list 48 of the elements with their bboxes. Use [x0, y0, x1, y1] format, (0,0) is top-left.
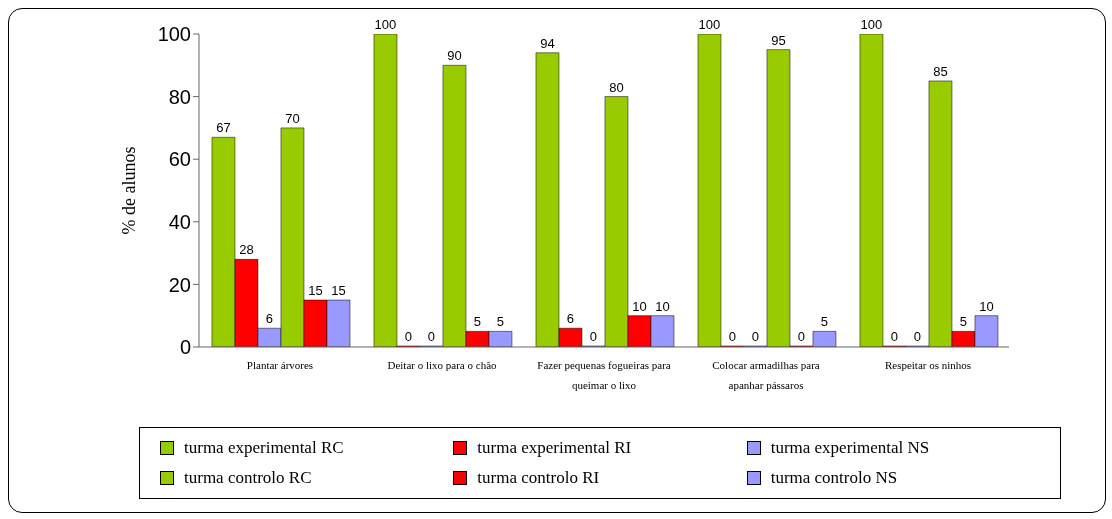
data-label: 15: [331, 283, 346, 299]
data-label: 90: [447, 48, 462, 64]
legend-label: turma controlo RC: [184, 468, 312, 488]
data-label: 100: [374, 17, 397, 32]
data-label: 5: [473, 314, 482, 330]
y-tick-label: 20: [168, 273, 191, 296]
y-axis-title: % de alunos: [119, 146, 140, 235]
data-label: 100: [860, 17, 883, 32]
data-label: 10: [979, 298, 994, 314]
data-label: 94: [540, 35, 555, 51]
data-label: 5: [496, 314, 505, 330]
data-label: 0: [728, 329, 737, 344]
data-label: 100: [698, 17, 721, 32]
data-label: 0: [797, 329, 806, 344]
data-label: 6: [566, 311, 575, 327]
x-tick-label: Respeitar os ninhos: [884, 359, 972, 371]
data-label: 67: [216, 120, 231, 136]
data-label: 0: [913, 329, 922, 344]
data-label: 15: [308, 283, 323, 299]
y-tick-label: 40: [168, 210, 191, 233]
y-tick-label: 80: [168, 85, 191, 108]
data-label: 0: [589, 329, 598, 344]
y-tick-label: 100: [157, 23, 191, 46]
x-tick-label: Colocar armadilhas para apanhar pássaros: [712, 359, 820, 391]
data-label: 0: [404, 329, 413, 344]
x-tick-label: Deitar o lixo para o chão: [387, 359, 498, 371]
legend-label: turma experimental RC: [184, 438, 344, 458]
data-label: 28: [239, 242, 254, 258]
data-label: 0: [751, 329, 760, 344]
y-tick-label: 0: [179, 336, 191, 359]
x-tick-label: Plantar árvores: [246, 359, 314, 371]
legend-label: turma controlo NS: [770, 468, 898, 488]
data-label: 0: [890, 329, 899, 344]
data-label: 5: [959, 314, 968, 330]
y-tick-label: 60: [168, 148, 191, 171]
data-label: 6: [265, 311, 274, 327]
data-label: 10: [655, 298, 670, 314]
legend-label: turma controlo RI: [477, 468, 600, 488]
legend-label: turma experimental NS: [770, 438, 930, 458]
data-label: 80: [609, 79, 624, 95]
data-label: 5: [820, 314, 829, 330]
data-label: 95: [771, 32, 786, 48]
legend-label: turma experimental RI: [477, 438, 632, 458]
x-tick-label: Fazer pequenas fogueiras para queimar o lixo: [537, 359, 671, 391]
data-label: 70: [285, 110, 300, 126]
data-label: 0: [427, 329, 436, 344]
data-label: 10: [632, 298, 647, 314]
data-label: 85: [933, 63, 948, 79]
